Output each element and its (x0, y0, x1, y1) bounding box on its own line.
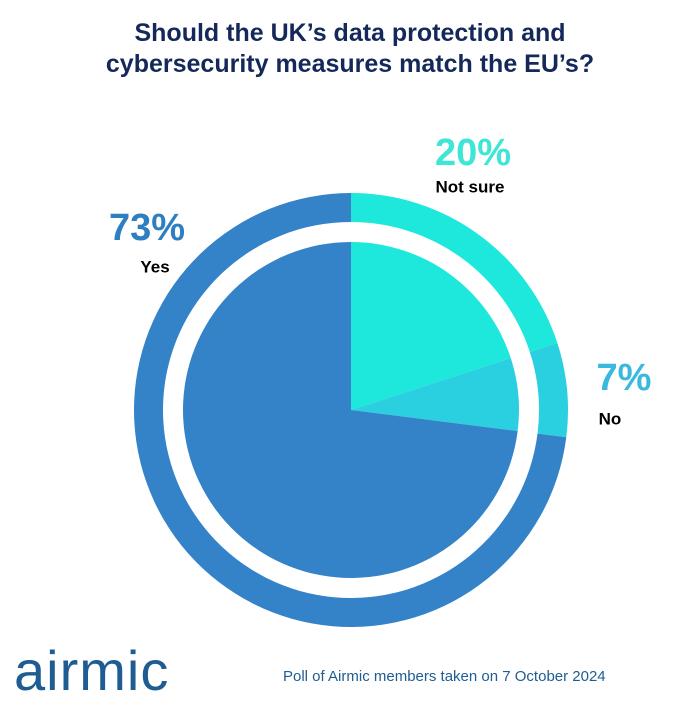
category-label: Not sure (436, 177, 505, 196)
pie-slice (351, 242, 511, 410)
ring-slice (351, 193, 558, 352)
value-label: 20% (435, 132, 511, 174)
value-label: 73% (109, 207, 185, 249)
category-label: No (599, 409, 622, 428)
category-label: Yes (140, 257, 169, 276)
pie-slice (351, 358, 520, 432)
value-label: 7% (597, 357, 652, 399)
chart-title: Should the UK’s data protection and cybe… (105, 19, 595, 78)
ring-slice (529, 342, 568, 438)
pie-slice (183, 242, 518, 578)
footnote: Poll of Airmic members taken on 7 Octobe… (283, 668, 606, 685)
logo: airmic (14, 639, 170, 702)
